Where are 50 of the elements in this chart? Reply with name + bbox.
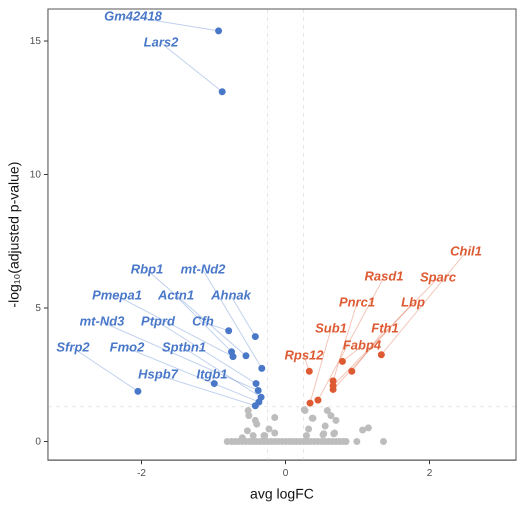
annotation: Rasd1 bbox=[364, 268, 404, 284]
y-tick-label: 15 bbox=[30, 36, 42, 47]
point bbox=[225, 327, 232, 334]
x-tick-label: -2 bbox=[137, 468, 146, 479]
annotation: Lbp bbox=[401, 294, 425, 310]
point bbox=[229, 353, 236, 360]
point bbox=[134, 388, 142, 395]
annotation: Pnrc1 bbox=[338, 294, 376, 310]
point bbox=[252, 402, 259, 410]
point bbox=[218, 88, 226, 96]
annotation: mt-Nd3 bbox=[80, 314, 126, 329]
point bbox=[306, 400, 314, 407]
annotation: Chil1 bbox=[450, 244, 482, 259]
annotation: Fabp4 bbox=[342, 338, 382, 353]
x-axis-title: avg logFC bbox=[250, 485, 314, 502]
annotation: Hspb7 bbox=[138, 366, 179, 382]
point bbox=[258, 364, 266, 372]
annotation: Actn1 bbox=[156, 288, 194, 303]
x-tick-label: 0 bbox=[282, 468, 289, 479]
annotation: Itgb1 bbox=[196, 366, 228, 382]
annotation: Lars2 bbox=[144, 34, 180, 50]
y-tick-label: 10 bbox=[30, 169, 42, 180]
y-tick-label: 5 bbox=[35, 302, 42, 314]
point bbox=[254, 387, 262, 394]
x-tick-label: 2 bbox=[426, 468, 433, 479]
annotation: Fth1 bbox=[371, 320, 399, 336]
point bbox=[252, 380, 260, 388]
annotation: Pmepa1 bbox=[92, 288, 142, 303]
y-tick-label: 0 bbox=[35, 436, 42, 448]
annotation: Sfrp2 bbox=[56, 340, 90, 355]
y-axis-title: -log₁₀(adjusted p-value) bbox=[5, 162, 22, 308]
point bbox=[314, 396, 322, 404]
point bbox=[215, 27, 222, 34]
annotation: Gm42418 bbox=[104, 8, 163, 24]
point bbox=[348, 368, 356, 375]
point bbox=[306, 368, 313, 375]
annotation: mt-Nd2 bbox=[180, 262, 226, 277]
annotation: Ptprd bbox=[141, 314, 176, 329]
point bbox=[252, 333, 259, 340]
annotation: Rps12 bbox=[284, 348, 324, 363]
point bbox=[242, 352, 250, 360]
annotation: Sptbn1 bbox=[162, 340, 206, 355]
point bbox=[338, 358, 346, 365]
point bbox=[378, 351, 385, 358]
annotation: Rbp1 bbox=[130, 262, 164, 277]
annotation: Sub1 bbox=[315, 320, 347, 336]
annotation: Fmo2 bbox=[110, 340, 146, 355]
annotation: Ahnak bbox=[210, 288, 252, 303]
annotation: Cfh bbox=[192, 314, 214, 329]
annotation: Sparc bbox=[420, 270, 457, 285]
